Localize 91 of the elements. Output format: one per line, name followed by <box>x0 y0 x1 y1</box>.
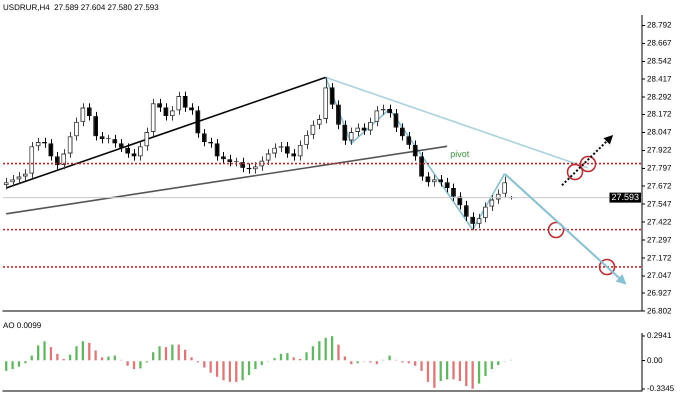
bar <box>18 361 20 367</box>
y-tick-label: 27.547 <box>647 199 672 208</box>
bar <box>254 361 257 370</box>
bar <box>490 361 493 370</box>
y-tick-label: 27.672 <box>647 181 672 190</box>
bar <box>452 361 455 380</box>
candlestick <box>22 168 28 182</box>
candlestick <box>316 114 322 130</box>
candlestick <box>476 213 482 229</box>
bar <box>94 350 97 360</box>
bar <box>292 357 295 360</box>
y-tick-label: 28.417 <box>647 74 672 84</box>
bar <box>433 361 436 388</box>
candlestick <box>374 106 380 127</box>
candlestick <box>502 176 508 199</box>
y-tick-label: 27.422 <box>647 217 672 226</box>
bar <box>216 361 218 377</box>
candlestick <box>74 117 79 142</box>
y-tick-label: 26.802 <box>647 306 672 316</box>
y-tick-label: 27.797 <box>647 163 672 172</box>
y-tick-label: 28.542 <box>647 56 672 66</box>
bar <box>305 352 308 360</box>
bar <box>484 361 487 376</box>
bar <box>56 354 58 360</box>
bar <box>350 361 352 364</box>
candlestick <box>253 162 258 174</box>
ref-line-label: pivot <box>450 149 470 160</box>
bar <box>30 356 33 360</box>
bar <box>126 361 129 366</box>
candlestick <box>355 122 360 137</box>
ref-line-label: 27.593 <box>611 192 640 202</box>
bar <box>440 361 442 382</box>
y-tick-label: 28.667 <box>647 38 672 48</box>
bar <box>260 361 263 365</box>
candlestick <box>304 130 309 150</box>
bar <box>139 361 142 368</box>
y-tick-label: 28.172 <box>647 110 672 119</box>
candlestick <box>483 202 488 223</box>
bar <box>446 361 448 380</box>
bar <box>286 353 288 360</box>
candlestick <box>298 140 303 162</box>
y-tick-label: -0.3345 <box>647 384 675 394</box>
bar <box>465 361 468 386</box>
y-tick-label: 27.297 <box>647 235 672 244</box>
candlestick <box>36 137 41 152</box>
bar <box>376 361 378 364</box>
y-tick-label: 27.922 <box>647 146 672 155</box>
bar <box>344 356 346 360</box>
candlestick <box>310 120 316 140</box>
y-tick-label: 0.00 <box>647 356 664 365</box>
bar <box>203 361 206 368</box>
y-tick-label: 28.292 <box>647 92 672 102</box>
candlestick <box>144 127 150 152</box>
bar <box>414 361 416 366</box>
chart-title: AO 0.0099 <box>3 321 42 330</box>
chart-title: USDRUR,H4 27.589 27.604 27.580 27.593 <box>3 3 160 12</box>
bar <box>458 361 462 382</box>
bar <box>37 345 40 360</box>
y-tick-label: 28.047 <box>647 128 672 137</box>
bar <box>88 342 90 360</box>
candlestick <box>176 91 182 116</box>
bar <box>114 356 116 360</box>
bar <box>210 361 212 373</box>
y-tick-label: 27.047 <box>647 271 672 280</box>
bar <box>324 338 327 360</box>
bar <box>420 361 423 371</box>
bar <box>132 361 136 370</box>
bar <box>228 361 231 382</box>
bar <box>5 361 8 371</box>
y-tick-label: 28.792 <box>647 20 672 30</box>
candlestick <box>368 117 373 136</box>
y-tick-label: 26.927 <box>647 288 672 298</box>
bar <box>178 344 180 360</box>
bar <box>472 361 474 389</box>
bar <box>171 344 174 360</box>
bar <box>426 361 430 382</box>
bar <box>248 361 250 376</box>
bar <box>478 361 480 384</box>
y-tick-label: 27.172 <box>647 253 672 262</box>
candlestick <box>138 142 143 162</box>
candlestick <box>272 142 277 158</box>
y-tick-label: 0.2941 <box>647 330 672 340</box>
bar <box>235 361 238 382</box>
candlestick <box>16 172 22 184</box>
candlestick <box>68 131 72 158</box>
bar <box>152 352 154 360</box>
bar <box>11 361 14 370</box>
candlestick <box>80 102 86 127</box>
candlestick <box>4 177 9 190</box>
bar <box>318 341 320 360</box>
bar <box>497 361 500 365</box>
